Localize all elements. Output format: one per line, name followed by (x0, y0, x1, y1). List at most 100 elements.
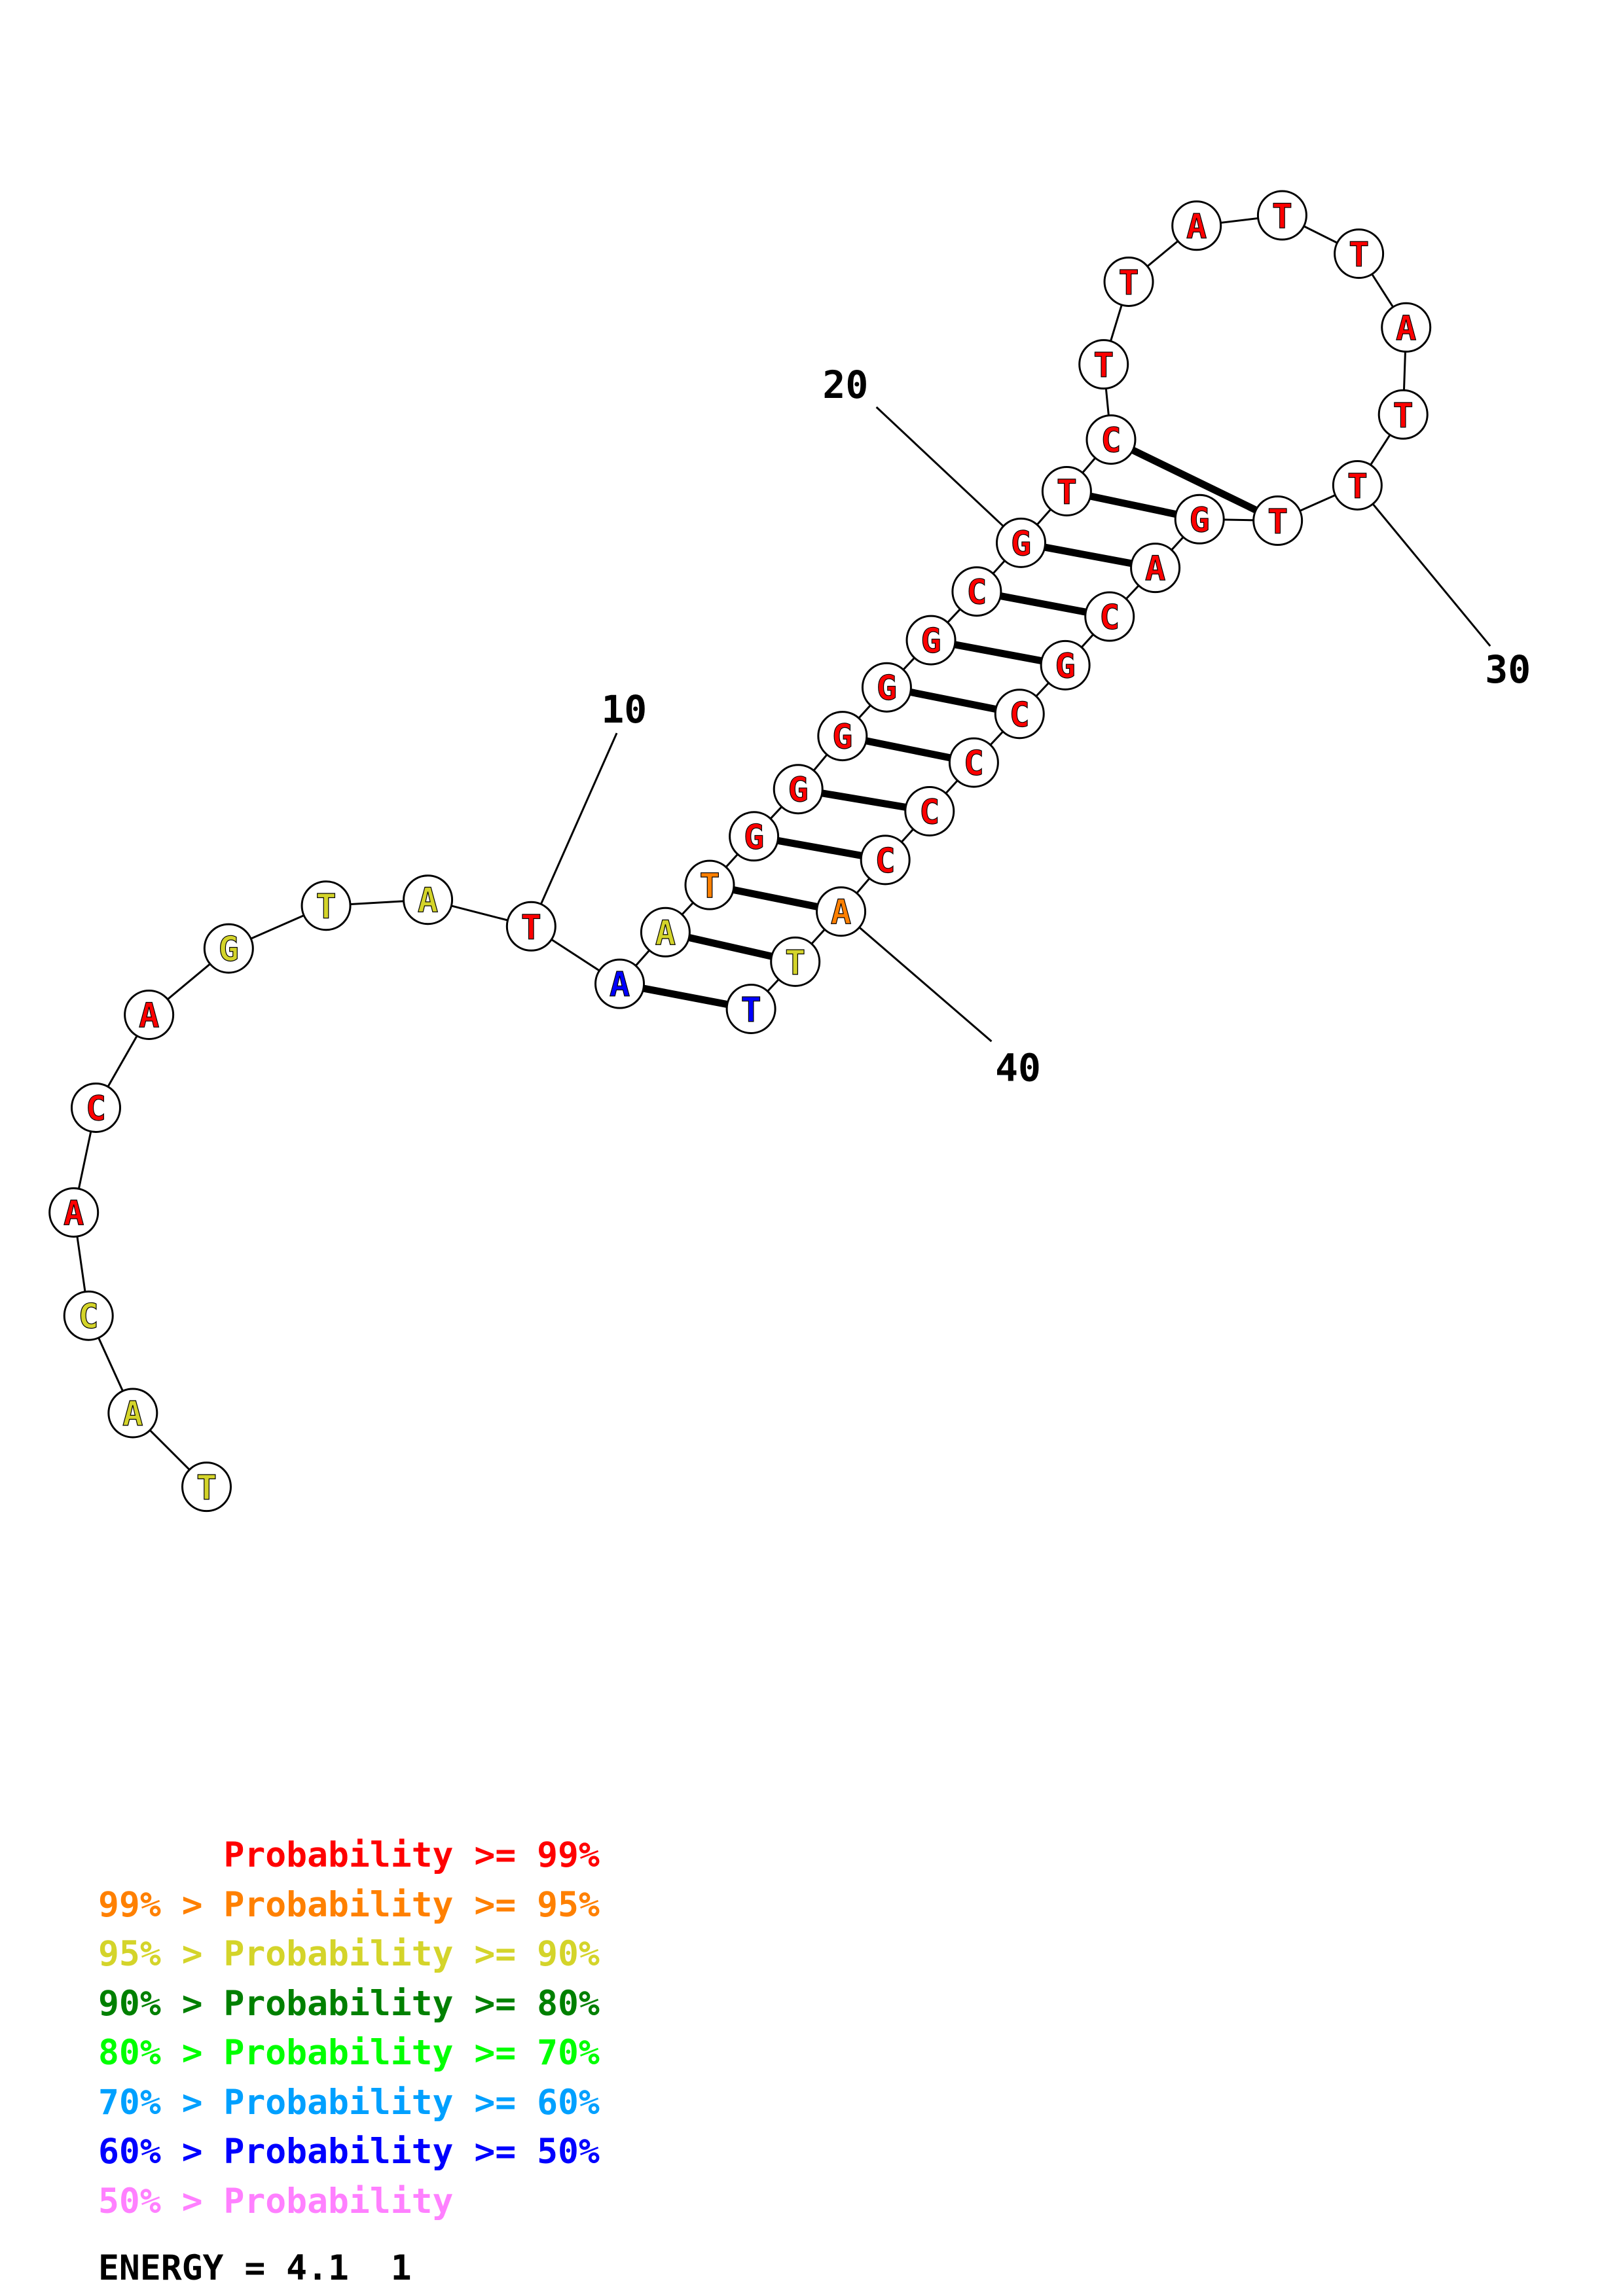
nucleotide-letter: T (1057, 473, 1077, 512)
nucleotide-letter: A (1396, 309, 1416, 348)
nucleotide-letter: G (1190, 501, 1210, 540)
nucleotide-letter: C (1101, 422, 1121, 461)
nucleotide: C (1085, 414, 1137, 465)
nucleotide-letter: C (86, 1089, 106, 1128)
nucleotide-letter: A (418, 882, 438, 921)
legend-prefix: 80% > (98, 2033, 224, 2073)
nucleotide-circle (1078, 339, 1129, 390)
position-label: 20 (822, 363, 868, 407)
nucleotide-circle (70, 1082, 121, 1133)
nucleotide-letter: C (1099, 598, 1120, 637)
nucleotide-letter: A (1186, 207, 1207, 247)
nucleotide-circle (1332, 459, 1383, 511)
legend-label: Probability (223, 2181, 454, 2221)
nucleotide: A (1381, 302, 1432, 353)
legend-prefix: 60% > (98, 2132, 224, 2172)
nucleotide: A (48, 1187, 100, 1238)
legend-line: 80% > Probability >= 70% (98, 2036, 600, 2070)
nucleotide-circle (905, 615, 957, 666)
nucleotide-circle (124, 990, 175, 1041)
nucleotide: C (994, 689, 1045, 740)
position-label: 40 (995, 1046, 1041, 1090)
nucleotide-circle (994, 689, 1045, 740)
legend-line: 50% > Probability (98, 2184, 453, 2219)
nucleotide-letter: A (1145, 550, 1165, 589)
nucleotide-circle (1130, 543, 1181, 594)
nucleotide: T (1377, 389, 1429, 440)
nucleotide: C (1084, 591, 1135, 642)
nucleotide: G (996, 517, 1047, 568)
legend-label: Probability >= 60% (223, 2082, 600, 2123)
nucleotide: G (861, 662, 912, 713)
nucleotide-letter: A (831, 893, 851, 933)
nucleotide-letter: G (744, 818, 764, 857)
nucleotide-circle (403, 874, 454, 925)
legend-line: 95% > Probability >= 90% (98, 1937, 600, 1971)
nucleotide-circle (729, 811, 780, 862)
legend-prefix: 70% > (98, 2082, 224, 2123)
nucleotide-circle (1084, 591, 1135, 642)
nucleotide: T (1078, 339, 1129, 390)
nucleotide-circle (594, 958, 646, 1009)
nucleotide-circle (951, 566, 1002, 617)
nucleotide-circle (640, 906, 691, 958)
nucleotide-letter: G (832, 718, 852, 757)
legend-label: Probability >= 80% (223, 1983, 600, 2024)
nucleotide-circle (1103, 256, 1154, 307)
nucleotide-circle (63, 1290, 114, 1341)
nucleotide-letter: C (966, 573, 987, 613)
nucleotide-letter: C (919, 793, 939, 833)
nucleotide: T (684, 859, 735, 910)
nucleotide: G (1174, 493, 1225, 545)
legend-label: Probability >= 70% (223, 2033, 600, 2073)
nucleotide-circle (48, 1187, 100, 1238)
energy-label: ENERGY = 4.1 1 (98, 2248, 412, 2288)
nucleotide-circle (816, 886, 867, 937)
nucleotide: A (594, 958, 646, 1009)
legend-prefix: 90% > (98, 1983, 224, 2024)
nucleotide-letter: C (964, 744, 984, 783)
nucleotide-letter: T (1272, 197, 1292, 236)
nucleotide-letter: A (122, 1395, 143, 1434)
nucleotide-letter: T (1349, 236, 1369, 275)
nucleotide: C (904, 786, 955, 836)
legend-line: 60% > Probability >= 50% (98, 2134, 600, 2169)
nucleotide: G (773, 764, 824, 815)
nucleotide: A (1130, 543, 1181, 594)
nucleotide-circle (1252, 495, 1304, 547)
legend-prefix (98, 1835, 223, 1875)
nucleotide-letter: G (877, 669, 897, 708)
nucleotide-letter: A (64, 1194, 84, 1233)
base-pair-bond (1109, 436, 1280, 524)
legend-line: 70% > Probability >= 60% (98, 2085, 600, 2120)
nucleotide-circle (1377, 389, 1429, 440)
nucleotide-letter: G (921, 622, 941, 661)
nucleotide-circle (773, 764, 824, 815)
nucleotide-letter: C (79, 1297, 99, 1336)
nucleotide-letter: G (1055, 647, 1075, 686)
nucleotide-letter: T (1093, 346, 1114, 386)
nucleotide-circle (948, 737, 999, 788)
nucleotide-letter: C (875, 842, 896, 881)
nucleotide-circle (861, 662, 912, 713)
legend-label: Probability >= 50% (223, 2132, 600, 2172)
nucleotide: T (1252, 495, 1304, 547)
nucleotide-letter: T (785, 943, 805, 982)
position-tick-line (530, 732, 618, 927)
position-labels: 10 20 30 40 (601, 363, 1531, 1090)
nucleotide: T (770, 936, 821, 987)
nucleotide-letter: T (521, 908, 541, 947)
position-ticks (530, 406, 1491, 1043)
nucleotide-circle (684, 859, 735, 910)
nucleotide-letter: T (740, 990, 761, 1030)
nucleotide: G (203, 923, 254, 974)
legend-line: 90% > Probability >= 80% (98, 1986, 600, 2021)
nucleotide: T (1256, 190, 1307, 241)
nucleotide-circle (505, 901, 556, 952)
legend-prefix: 95% > (98, 1934, 224, 1974)
nucleotide-circle (1174, 493, 1225, 545)
legend-line: Probability >= 99% (98, 1835, 599, 1875)
nucleotide-circle (1171, 200, 1222, 251)
nucleotide-circle (301, 880, 352, 931)
